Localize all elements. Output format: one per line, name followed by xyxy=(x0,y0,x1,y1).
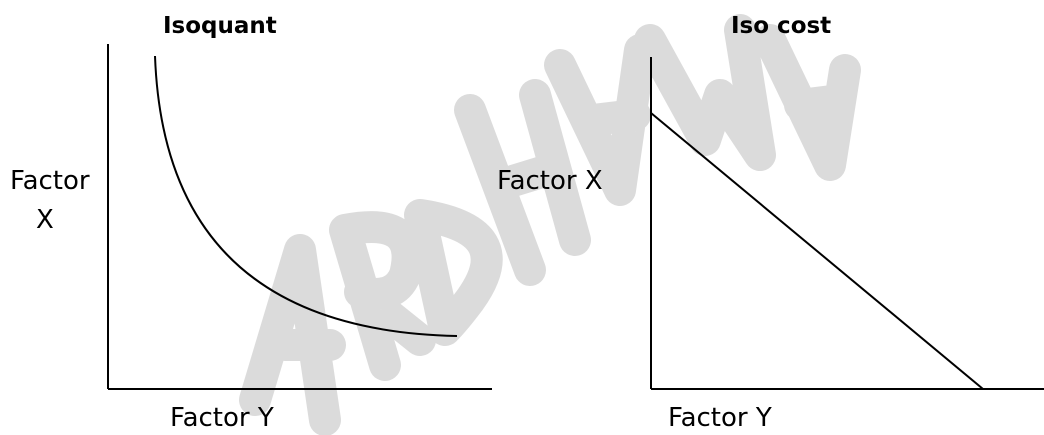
isocost-title: Iso cost xyxy=(731,13,832,39)
isoquant-y-axis-label-line2: X xyxy=(36,205,54,235)
isocost-diagram xyxy=(650,57,1044,390)
isoquant-curve xyxy=(154,55,458,337)
isocost-x-axis-label: Factor Y xyxy=(668,403,772,433)
isoquant-y-axis-label-line1: Factor xyxy=(10,166,90,196)
isoquant-diagram xyxy=(107,44,492,390)
watermark-letters xyxy=(239,14,861,435)
isoquant-x-axis-label: Factor Y xyxy=(170,403,274,433)
isoquant-title: Isoquant xyxy=(163,13,277,39)
watermark xyxy=(239,14,861,435)
isocost-y-axis-label: Factor X xyxy=(497,166,603,196)
isocost-line xyxy=(650,112,984,390)
